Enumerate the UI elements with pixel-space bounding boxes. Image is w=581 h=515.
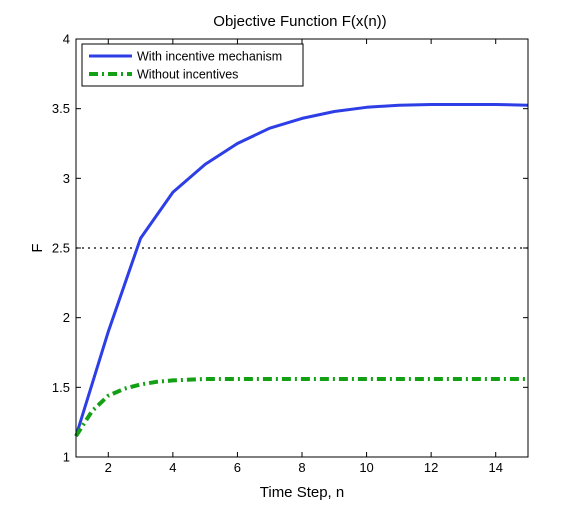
- series-line-1: [74, 103, 529, 437]
- y-tick-label: 3: [63, 171, 70, 186]
- legend-label-1: With incentive mechanism: [137, 50, 282, 64]
- y-tick-label: 1: [63, 450, 70, 465]
- y-axis-label: F: [29, 243, 46, 252]
- legend: With incentive mechanism Without incentiv…: [81, 43, 304, 87]
- x-tick-label: 6: [234, 460, 241, 475]
- y-tick-label: 2: [63, 310, 70, 325]
- axis-ticks: 2 4 6 8 10 12 14 1 1.5 2 2.5 3 3.5 4: [52, 32, 528, 475]
- y-tick-label: 2.5: [52, 241, 70, 256]
- y-tick-label: 3.5: [52, 101, 70, 116]
- x-axis-label: Time Step, n: [260, 484, 344, 501]
- plot-area: [74, 103, 529, 438]
- x-tick-label: 12: [424, 460, 438, 475]
- series-line-2: [74, 377, 528, 438]
- y-tick-label: 4: [63, 32, 70, 47]
- legend-box: [81, 43, 304, 87]
- x-tick-label: 4: [169, 460, 176, 475]
- x-tick-label: 14: [488, 460, 502, 475]
- x-tick-label: 8: [298, 460, 305, 475]
- x-tick-label: 2: [105, 460, 112, 475]
- chart-title: Objective Function F(x(n)): [213, 13, 386, 30]
- y-tick-label: 1.5: [52, 380, 70, 395]
- legend-label-2: Without incentives: [137, 68, 238, 82]
- x-tick-label: 10: [359, 460, 373, 475]
